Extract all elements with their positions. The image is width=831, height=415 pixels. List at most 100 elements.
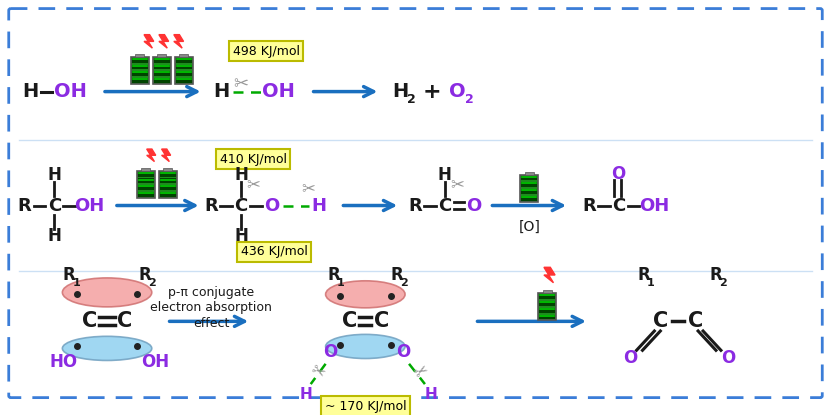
Text: 2: 2 xyxy=(406,93,416,106)
Text: R: R xyxy=(710,266,722,284)
Text: H: H xyxy=(425,387,437,402)
Text: H: H xyxy=(47,166,61,183)
FancyBboxPatch shape xyxy=(9,9,822,398)
Polygon shape xyxy=(174,34,184,48)
Text: 498 KJ/mol: 498 KJ/mol xyxy=(233,44,299,58)
Bar xyxy=(138,192,154,197)
Bar xyxy=(538,293,556,320)
Text: R: R xyxy=(327,266,340,284)
Text: 1: 1 xyxy=(647,278,654,288)
Bar xyxy=(175,65,191,69)
Text: R: R xyxy=(391,266,404,284)
Bar xyxy=(154,65,170,69)
Text: H: H xyxy=(392,82,408,101)
Text: H: H xyxy=(234,166,248,183)
Text: 2: 2 xyxy=(465,93,474,106)
Text: ✂: ✂ xyxy=(234,75,248,93)
Text: ~ 170 KJ/mol: ~ 170 KJ/mol xyxy=(325,400,406,413)
Ellipse shape xyxy=(62,278,152,307)
Text: ✂: ✂ xyxy=(411,360,431,383)
Bar xyxy=(137,171,155,198)
Text: OH: OH xyxy=(639,197,670,215)
Text: 2: 2 xyxy=(148,278,155,288)
Text: C: C xyxy=(48,197,61,215)
Text: OH: OH xyxy=(140,353,169,371)
Bar xyxy=(521,196,537,201)
Text: O: O xyxy=(396,343,411,361)
Text: R: R xyxy=(139,266,151,284)
Text: C: C xyxy=(342,311,357,331)
Text: O: O xyxy=(612,165,626,183)
Bar xyxy=(521,189,537,194)
Polygon shape xyxy=(161,149,170,161)
Text: effect: effect xyxy=(193,317,229,330)
Text: H: H xyxy=(299,387,312,402)
Polygon shape xyxy=(147,149,155,161)
Text: H: H xyxy=(234,227,248,245)
Text: C: C xyxy=(652,311,668,331)
Bar xyxy=(131,57,149,84)
Bar xyxy=(539,301,555,306)
Text: 410 KJ/mol: 410 KJ/mol xyxy=(219,153,287,166)
Text: C: C xyxy=(374,311,389,331)
Text: O: O xyxy=(466,197,481,215)
Bar xyxy=(132,65,148,69)
Bar xyxy=(160,192,175,197)
Text: C: C xyxy=(234,197,248,215)
Text: H: H xyxy=(47,227,61,245)
Text: C: C xyxy=(117,311,133,331)
Bar xyxy=(157,54,166,57)
Bar xyxy=(160,185,175,190)
Bar xyxy=(138,178,154,183)
Ellipse shape xyxy=(326,281,405,308)
Text: ✂: ✂ xyxy=(246,175,260,193)
Ellipse shape xyxy=(62,336,152,361)
Text: H: H xyxy=(214,82,229,101)
Polygon shape xyxy=(544,267,555,283)
Text: OH: OH xyxy=(263,82,295,101)
Text: R: R xyxy=(204,197,219,215)
Text: O: O xyxy=(623,349,637,367)
Text: O: O xyxy=(450,82,466,101)
Bar xyxy=(175,57,193,84)
Text: R: R xyxy=(17,197,32,215)
Bar xyxy=(159,171,177,198)
Bar xyxy=(132,78,148,83)
Bar xyxy=(138,172,154,176)
Text: R: R xyxy=(408,197,422,215)
Bar xyxy=(160,178,175,183)
Bar xyxy=(179,54,188,57)
Text: +: + xyxy=(423,82,441,102)
Bar xyxy=(132,71,148,76)
Bar xyxy=(153,57,170,84)
Text: 2: 2 xyxy=(719,278,727,288)
Bar xyxy=(539,294,555,299)
Bar xyxy=(163,168,172,171)
Text: H: H xyxy=(311,197,326,215)
Text: R: R xyxy=(637,266,650,284)
Bar xyxy=(141,168,150,171)
Bar xyxy=(135,54,145,57)
Text: [O]: [O] xyxy=(519,220,540,234)
Text: C: C xyxy=(438,197,451,215)
Text: 2: 2 xyxy=(401,278,408,288)
Bar xyxy=(132,58,148,63)
Polygon shape xyxy=(159,34,169,48)
Bar xyxy=(160,172,175,176)
Text: R: R xyxy=(63,266,76,284)
Bar xyxy=(175,71,191,76)
Text: OH: OH xyxy=(74,197,105,215)
Text: O: O xyxy=(720,349,735,367)
Bar xyxy=(138,185,154,190)
Text: C: C xyxy=(689,311,704,331)
Text: O: O xyxy=(323,343,337,361)
Text: C: C xyxy=(81,311,97,331)
Bar xyxy=(154,78,170,83)
Text: 1: 1 xyxy=(72,278,80,288)
Bar xyxy=(175,58,191,63)
Text: ✂: ✂ xyxy=(302,179,316,197)
Text: 436 KJ/mol: 436 KJ/mol xyxy=(240,245,307,259)
Text: H: H xyxy=(438,166,452,183)
Text: HO: HO xyxy=(49,353,77,371)
Text: OH: OH xyxy=(54,82,86,101)
